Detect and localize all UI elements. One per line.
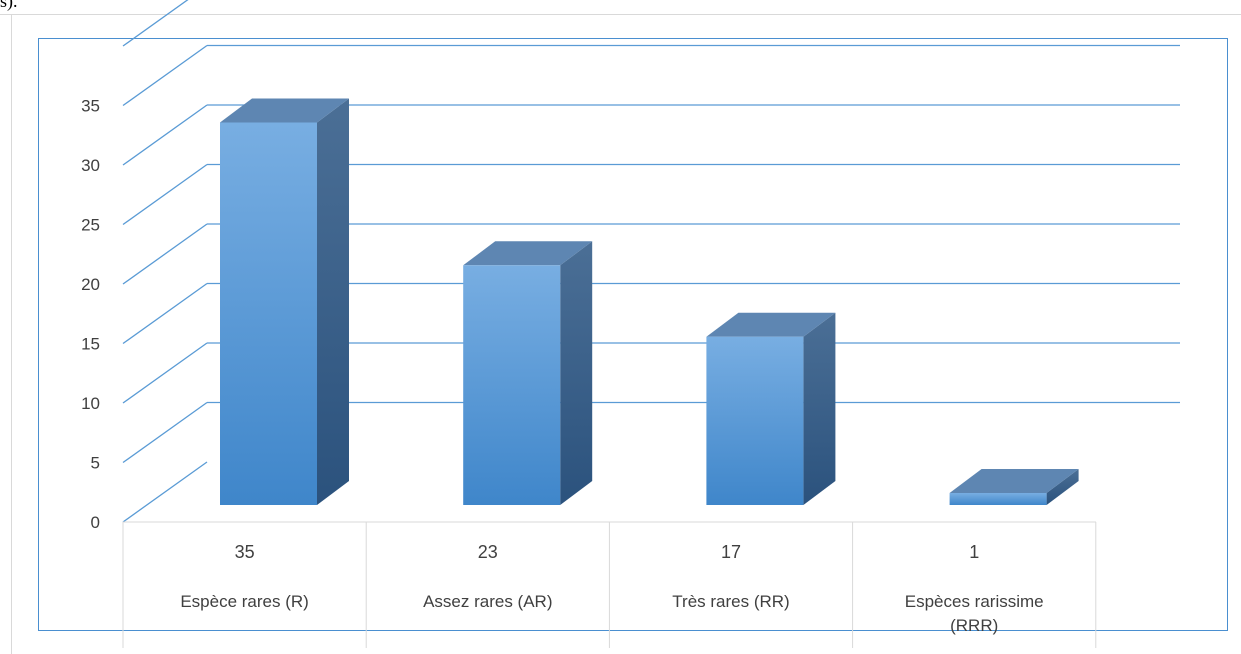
bar-side bbox=[317, 98, 349, 505]
table-category-label: Très rares (RR) bbox=[672, 592, 789, 611]
gridline-diagonal bbox=[122, 104, 208, 166]
gridlines bbox=[122, 0, 1180, 523]
bar-top bbox=[706, 312, 836, 337]
gridline-diagonal bbox=[122, 0, 189, 47]
y-tick-label: 0 bbox=[91, 513, 100, 532]
chart-frame bbox=[38, 38, 1228, 631]
gridline-diagonal bbox=[122, 44, 208, 107]
y-axis: 0 5 10 15 20 25 30 35 bbox=[81, 97, 100, 533]
y-tick-label: 10 bbox=[81, 394, 100, 413]
table-value-cell: 35 bbox=[235, 542, 255, 562]
table-value-cell: 17 bbox=[721, 542, 741, 562]
table-value-cell: 1 bbox=[969, 542, 979, 562]
table-category-label: Espèces rarissime (RRR) bbox=[905, 592, 1044, 635]
gridline-diagonal bbox=[122, 223, 208, 285]
bar bbox=[220, 122, 317, 505]
gridline-diagonal bbox=[122, 401, 208, 464]
gridline-diagonal bbox=[122, 163, 208, 226]
page-left-rule bbox=[11, 14, 12, 654]
y-tick-label: 20 bbox=[81, 275, 100, 294]
y-tick-label: 25 bbox=[81, 216, 100, 235]
table-category-label: Assez rares (AR) bbox=[423, 592, 552, 611]
bar-side bbox=[1046, 469, 1079, 505]
gridline-diagonal bbox=[122, 282, 208, 345]
bar-top bbox=[949, 469, 1079, 493]
page-top-rule bbox=[0, 14, 1241, 15]
bar bbox=[949, 493, 1047, 505]
bar-side bbox=[803, 312, 836, 505]
table-category-label: Espèce rares (R) bbox=[180, 592, 308, 611]
bar-top bbox=[220, 98, 349, 123]
bars bbox=[220, 98, 1079, 506]
bar bbox=[463, 265, 561, 505]
bar bbox=[706, 336, 804, 505]
page-text-fragment-label: s). bbox=[0, 0, 18, 11]
gridline-diagonal bbox=[122, 461, 208, 523]
gridline-diagonal bbox=[122, 342, 208, 404]
y-tick-label: 35 bbox=[81, 97, 100, 116]
y-tick-label: 5 bbox=[91, 454, 100, 473]
data-table: 35 Espèce rares (R) 23 Assez rares (AR) 17 Tr… bbox=[122, 521, 1097, 648]
y-tick-label: 30 bbox=[81, 156, 100, 175]
y-tick-label: 15 bbox=[81, 335, 100, 354]
bar-side bbox=[560, 241, 593, 506]
bar-top bbox=[463, 241, 593, 266]
table-value-cell: 23 bbox=[478, 542, 498, 562]
